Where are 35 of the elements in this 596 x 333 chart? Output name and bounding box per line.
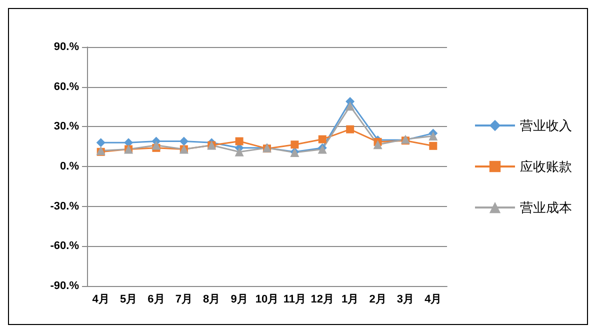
x-tick-label: 7月 (175, 294, 192, 306)
x-tick-label: 9月 (230, 294, 248, 306)
y-tick-label: -90.% (50, 280, 80, 292)
x-tick-label: 12月 (310, 294, 334, 306)
y-tick-label: -60.% (50, 240, 80, 252)
x-tick-label: 2月 (369, 294, 386, 306)
y-tick-label: 30.% (54, 120, 80, 133)
x-tick-label: 11月 (283, 294, 306, 306)
x-tick-label: 1月 (342, 294, 359, 306)
x-tick-label: 3月 (396, 294, 414, 306)
point (235, 137, 244, 146)
y-tick-label: 60.% (54, 80, 80, 93)
x-tick-label: 8月 (203, 294, 220, 306)
y-tick-label: 90.% (54, 41, 80, 53)
point (152, 140, 161, 150)
legend-label: 营业收入 (520, 118, 572, 133)
point (428, 131, 438, 140)
legend-label: 营业成本 (520, 200, 572, 215)
x-tick-label: 4月 (424, 294, 442, 306)
legend-label: 应收账款 (520, 159, 572, 174)
x-tick-label: 4月 (92, 294, 110, 306)
point (373, 140, 382, 150)
point (429, 142, 438, 150)
point (346, 125, 354, 134)
point (96, 138, 106, 148)
x-tick-label: 5月 (120, 294, 138, 306)
x-tick-label: 6月 (148, 294, 165, 306)
y-tick-label: -30.% (50, 200, 80, 212)
y-tick-label: 0.% (60, 160, 80, 172)
point (346, 102, 355, 111)
x-tick-label: 10月 (255, 294, 279, 306)
point (234, 147, 244, 156)
point (318, 135, 326, 144)
point (179, 136, 188, 146)
point (290, 140, 299, 149)
